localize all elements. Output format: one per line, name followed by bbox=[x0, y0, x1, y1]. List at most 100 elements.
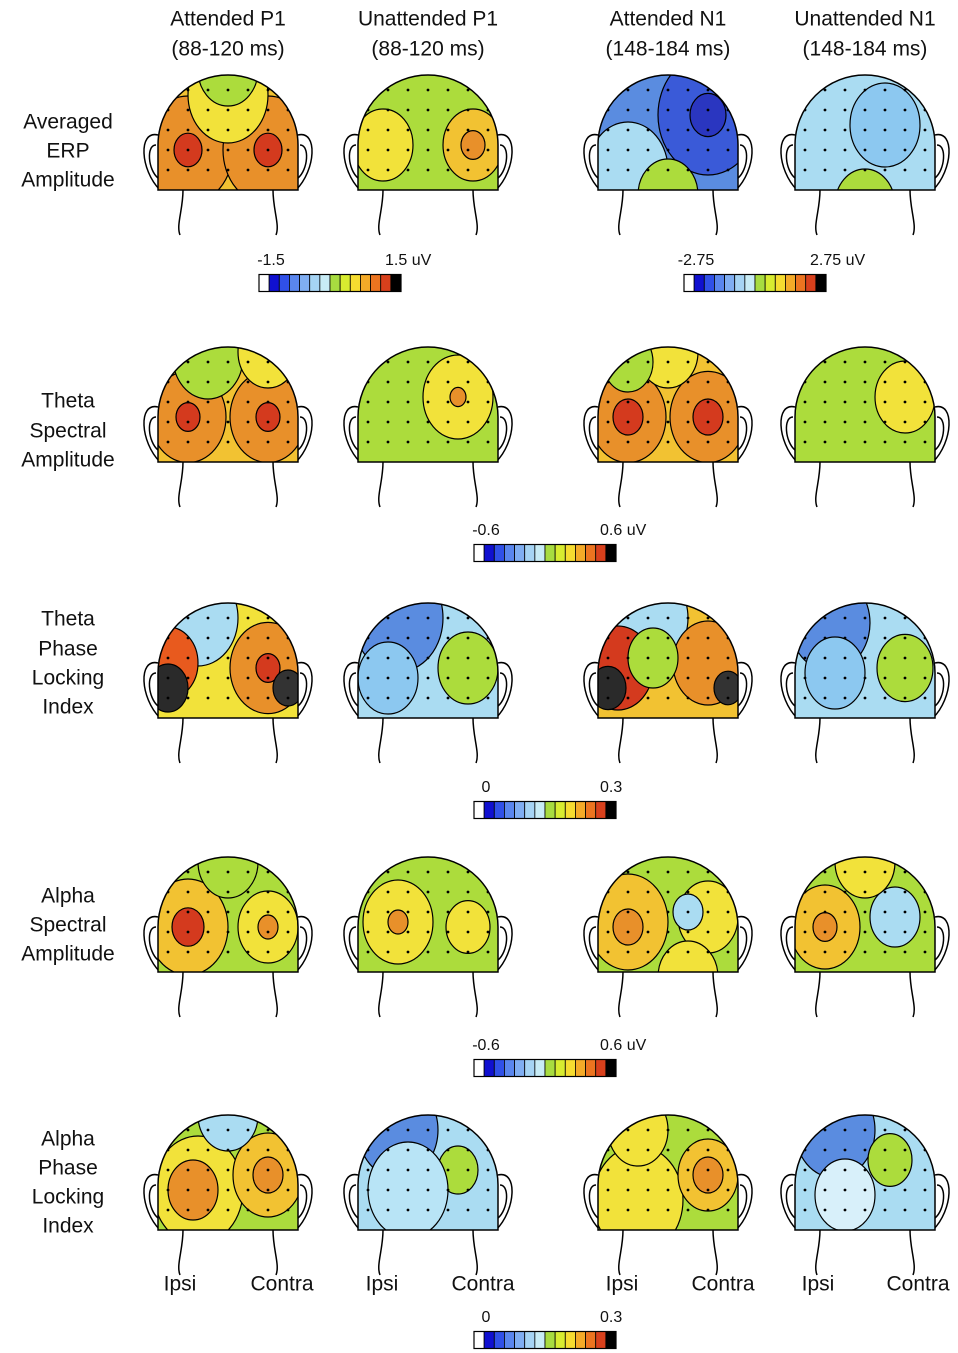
electrode bbox=[467, 401, 470, 404]
electrode bbox=[707, 129, 710, 132]
map-blob bbox=[438, 632, 498, 704]
electrode bbox=[487, 89, 490, 92]
map-blob bbox=[608, 1094, 668, 1166]
electrode bbox=[824, 891, 827, 894]
map-fill bbox=[353, 342, 503, 467]
electrode bbox=[884, 381, 887, 384]
map-blob bbox=[176, 403, 200, 432]
electrode bbox=[864, 931, 867, 934]
electrode bbox=[267, 697, 270, 700]
electrode bbox=[607, 677, 610, 680]
map-fill bbox=[790, 575, 940, 723]
electrode bbox=[387, 169, 390, 172]
electrode bbox=[167, 129, 170, 132]
electrode bbox=[287, 441, 290, 444]
electrode bbox=[607, 617, 610, 620]
electrode bbox=[387, 657, 390, 660]
colorbar-max: 0.3 bbox=[600, 1309, 622, 1326]
electrode bbox=[844, 1129, 847, 1132]
electrode bbox=[667, 381, 670, 384]
electrode bbox=[707, 1209, 710, 1212]
column-title: Attended P1 bbox=[170, 8, 286, 31]
electrode bbox=[227, 129, 230, 132]
colorbar-segment bbox=[606, 1332, 616, 1349]
electrode bbox=[427, 617, 430, 620]
colorbar-max: 0.6 uV bbox=[600, 1037, 647, 1054]
electrode bbox=[924, 1129, 927, 1132]
topomap bbox=[144, 1079, 312, 1275]
electrode bbox=[167, 421, 170, 424]
electrode bbox=[824, 1189, 827, 1192]
electrode bbox=[607, 441, 610, 444]
electrode bbox=[627, 677, 630, 680]
electrode bbox=[804, 421, 807, 424]
colorbar-segment bbox=[535, 545, 545, 562]
electrode bbox=[667, 401, 670, 404]
colorbar-max: 0.6 uV bbox=[600, 522, 647, 539]
colorbar-segment bbox=[565, 1060, 575, 1077]
colorbar-segment bbox=[565, 545, 575, 562]
colorbar-segment bbox=[575, 1060, 585, 1077]
electrode bbox=[287, 1209, 290, 1212]
electrode bbox=[207, 1129, 210, 1132]
electrode bbox=[647, 891, 650, 894]
electrode bbox=[864, 361, 867, 364]
electrode bbox=[667, 891, 670, 894]
electrode bbox=[844, 871, 847, 874]
electrode bbox=[247, 951, 250, 954]
electrode bbox=[267, 891, 270, 894]
colorbar-segment bbox=[279, 275, 289, 292]
electrode bbox=[687, 637, 690, 640]
electrode bbox=[864, 677, 867, 680]
electrode bbox=[207, 109, 210, 112]
electrode bbox=[267, 169, 270, 172]
electrode bbox=[924, 149, 927, 152]
electrode bbox=[647, 1209, 650, 1212]
electrode bbox=[407, 1169, 410, 1172]
electrode bbox=[467, 637, 470, 640]
electrode bbox=[804, 1169, 807, 1172]
electrode bbox=[267, 129, 270, 132]
electrode bbox=[804, 931, 807, 934]
electrode bbox=[627, 891, 630, 894]
colorbar-segment bbox=[535, 802, 545, 819]
electrode bbox=[187, 109, 190, 112]
electrode bbox=[387, 951, 390, 954]
electrode bbox=[247, 89, 250, 92]
colorbar-segment bbox=[684, 275, 694, 292]
colorbar-max: 1.5 uV bbox=[385, 252, 432, 269]
electrode bbox=[407, 697, 410, 700]
electrode bbox=[227, 657, 230, 660]
colorbar-segment bbox=[816, 275, 826, 292]
electrode bbox=[884, 891, 887, 894]
electrode bbox=[824, 911, 827, 914]
colorbar-segment bbox=[474, 1060, 484, 1077]
electrode bbox=[864, 1149, 867, 1152]
colorbar-segment bbox=[259, 275, 269, 292]
electrode bbox=[824, 149, 827, 152]
map-blob bbox=[850, 83, 920, 167]
electrode bbox=[167, 401, 170, 404]
electrode bbox=[687, 891, 690, 894]
electrode bbox=[387, 677, 390, 680]
electrode bbox=[864, 129, 867, 132]
electrode bbox=[207, 149, 210, 152]
electrode bbox=[884, 441, 887, 444]
hemisphere-label: Contra bbox=[451, 1273, 514, 1296]
map-blob bbox=[805, 637, 865, 709]
electrode bbox=[804, 149, 807, 152]
map-blob bbox=[253, 1157, 283, 1193]
electrode bbox=[844, 1209, 847, 1212]
topomap bbox=[781, 1082, 949, 1275]
electrode bbox=[247, 441, 250, 444]
electrode bbox=[227, 911, 230, 914]
map-blob bbox=[693, 1157, 723, 1193]
colorbar-segment bbox=[704, 275, 714, 292]
electrode bbox=[407, 871, 410, 874]
electrode bbox=[647, 1129, 650, 1132]
electrode bbox=[687, 871, 690, 874]
colorbar-segment bbox=[586, 802, 596, 819]
row-label: Alpha bbox=[41, 1128, 95, 1151]
map-blob bbox=[450, 387, 466, 406]
electrode bbox=[667, 361, 670, 364]
